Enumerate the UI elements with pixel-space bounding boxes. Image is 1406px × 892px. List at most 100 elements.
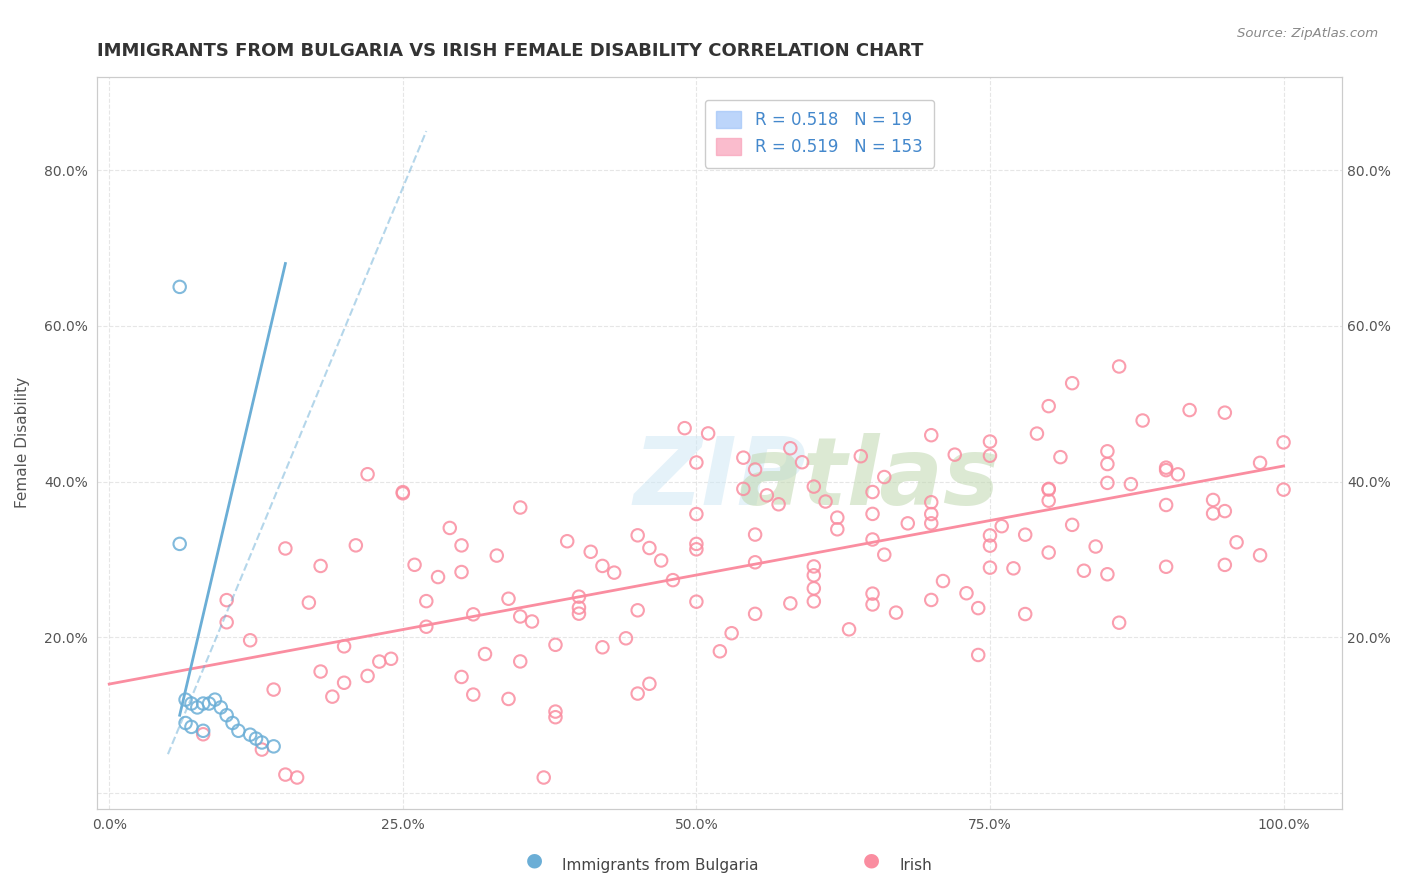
Point — [568, 600, 591, 615]
Point — [333, 640, 356, 654]
Point — [1167, 467, 1189, 482]
Point — [1132, 413, 1154, 427]
Text: IMMIGRANTS FROM BULGARIA VS IRISH FEMALE DISABILITY CORRELATION CHART: IMMIGRANTS FROM BULGARIA VS IRISH FEMALE… — [97, 42, 924, 60]
Point — [955, 586, 977, 600]
Point — [697, 426, 720, 441]
Point — [215, 708, 238, 723]
Point — [309, 665, 332, 679]
Point — [862, 598, 884, 612]
Point — [1097, 475, 1119, 490]
Point — [744, 607, 766, 621]
Point — [533, 771, 555, 785]
Point — [250, 735, 273, 749]
Point — [1097, 457, 1119, 471]
Point — [779, 442, 801, 456]
Point — [897, 516, 920, 531]
Point — [884, 606, 907, 620]
Point — [321, 690, 343, 704]
Point — [174, 692, 197, 706]
Point — [309, 558, 332, 573]
Point — [990, 519, 1012, 533]
Point — [650, 553, 672, 567]
Point — [744, 555, 766, 569]
Point — [404, 558, 426, 572]
Point — [450, 670, 472, 684]
Point — [391, 485, 413, 500]
Point — [803, 559, 825, 574]
Point — [1154, 559, 1177, 574]
Point — [967, 601, 990, 615]
Point — [1038, 545, 1060, 559]
Point — [862, 533, 884, 547]
Point — [193, 697, 215, 711]
Point — [920, 507, 942, 521]
Point — [579, 545, 602, 559]
Point — [415, 620, 437, 634]
Point — [198, 697, 221, 711]
Point — [920, 593, 942, 607]
Point — [1154, 460, 1177, 475]
Text: ●: ● — [863, 850, 880, 869]
Point — [568, 607, 591, 621]
Point — [838, 623, 860, 637]
Point — [920, 428, 942, 442]
Point — [1272, 483, 1295, 497]
Point — [1108, 615, 1130, 630]
Point — [979, 528, 1001, 542]
Point — [1272, 435, 1295, 450]
Point — [356, 467, 378, 482]
Point — [174, 716, 197, 731]
Point — [685, 542, 707, 557]
Point — [509, 609, 531, 624]
Point — [298, 596, 321, 610]
Point — [662, 573, 685, 587]
Point — [1213, 504, 1236, 518]
Point — [603, 566, 626, 580]
Point — [1038, 493, 1060, 508]
Point — [169, 537, 191, 551]
Point — [744, 462, 766, 476]
Point — [1225, 535, 1247, 549]
Point — [1202, 492, 1225, 507]
Point — [1249, 456, 1271, 470]
Point — [709, 644, 731, 658]
Text: Source: ZipAtlas.com: Source: ZipAtlas.com — [1237, 27, 1378, 40]
Point — [1154, 498, 1177, 512]
Point — [1002, 561, 1025, 575]
Point — [1178, 403, 1201, 417]
Point — [1084, 540, 1107, 554]
Point — [932, 574, 955, 588]
Point — [862, 587, 884, 601]
Point — [779, 596, 801, 610]
Point — [873, 548, 896, 562]
Point — [180, 697, 202, 711]
Text: ZIP: ZIP — [634, 434, 806, 525]
Point — [474, 647, 496, 661]
Point — [555, 534, 578, 549]
Point — [427, 570, 450, 584]
Point — [967, 648, 990, 662]
Point — [638, 677, 661, 691]
Text: Irish: Irish — [900, 858, 932, 872]
Point — [228, 723, 250, 738]
Point — [439, 521, 461, 535]
Point — [180, 720, 202, 734]
Point — [1049, 450, 1071, 464]
Point — [391, 486, 413, 500]
Point — [239, 633, 262, 648]
Point — [368, 655, 391, 669]
Point — [193, 727, 215, 741]
Point — [274, 541, 297, 556]
Point — [1062, 376, 1084, 391]
Point — [768, 497, 790, 511]
Point — [733, 482, 755, 496]
Point — [498, 591, 520, 606]
Point — [1038, 483, 1060, 497]
Point — [979, 449, 1001, 463]
Y-axis label: Female Disability: Female Disability — [15, 377, 30, 508]
Text: ●: ● — [526, 850, 543, 869]
Point — [862, 485, 884, 500]
Point — [485, 549, 508, 563]
Point — [215, 593, 238, 607]
Point — [627, 687, 650, 701]
